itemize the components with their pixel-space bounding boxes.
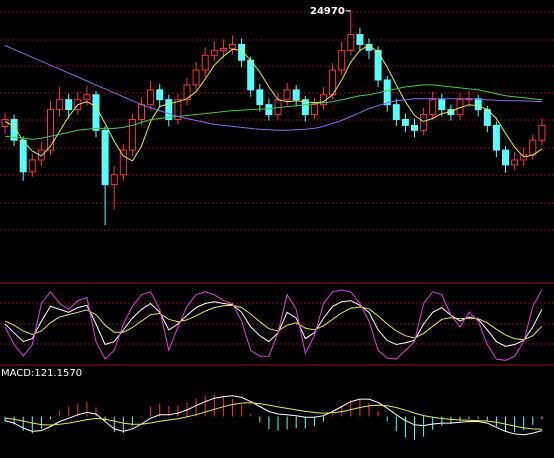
indicator-line xyxy=(4,44,542,131)
candle-body xyxy=(28,159,36,173)
candle-body xyxy=(511,159,519,166)
candle-body xyxy=(174,99,182,120)
candle-body xyxy=(374,49,382,81)
candle-body xyxy=(119,149,127,176)
candle-body xyxy=(438,99,446,111)
candle-body xyxy=(283,89,291,101)
candle-body xyxy=(138,104,145,120)
candle-body xyxy=(529,139,537,156)
indicator-line xyxy=(4,300,543,347)
candle-body xyxy=(347,34,355,51)
indicator-line xyxy=(4,289,543,361)
candle-body xyxy=(19,139,27,173)
candle-body xyxy=(301,99,309,116)
candle-body xyxy=(238,43,246,61)
candle-body xyxy=(201,54,209,71)
candle-body xyxy=(128,118,136,151)
candle-body xyxy=(383,79,391,106)
candle-body xyxy=(310,104,318,116)
candle-body xyxy=(92,94,100,131)
candle-body xyxy=(401,118,409,126)
candle-body xyxy=(165,99,173,120)
indicator-line xyxy=(4,395,543,436)
candle-body xyxy=(110,174,118,186)
indicator-line xyxy=(4,402,542,430)
indicator-line xyxy=(4,84,542,140)
candle-body xyxy=(47,109,54,151)
candle-body xyxy=(392,104,400,120)
high-annotation: 24970 xyxy=(310,6,345,17)
candle-body xyxy=(429,99,437,116)
candle-body xyxy=(229,43,236,49)
candle-body xyxy=(538,124,546,141)
candle-body xyxy=(502,149,509,166)
candle-body xyxy=(265,104,273,116)
candle-body xyxy=(192,69,200,86)
candle-body xyxy=(83,94,91,101)
candle-body xyxy=(338,49,346,71)
macd-label: MACD:121.1570 xyxy=(1,368,82,379)
candle-body xyxy=(147,89,155,106)
candle-body xyxy=(156,89,164,101)
indicator-line xyxy=(4,44,543,162)
candle-body xyxy=(101,129,109,186)
candle-body xyxy=(37,149,45,161)
candle-body xyxy=(183,84,191,101)
candle-body xyxy=(56,99,64,111)
candle-body xyxy=(492,124,500,151)
candle-body xyxy=(210,49,218,56)
candle-body xyxy=(420,114,428,131)
candle-body xyxy=(474,98,482,111)
candle-body xyxy=(256,89,264,106)
candle-body xyxy=(65,99,73,111)
candle-body xyxy=(10,118,18,141)
candle-body xyxy=(411,124,418,131)
candle-body xyxy=(247,59,255,91)
candle-body xyxy=(292,89,300,101)
candle-body xyxy=(356,34,364,45)
candle-body xyxy=(219,47,227,51)
